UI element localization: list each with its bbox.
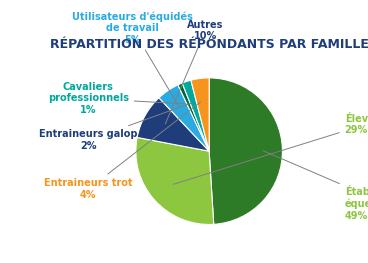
Text: Élevages
29%: Élevages 29% bbox=[173, 112, 368, 184]
Text: Utilisateurs d'équidés
de travail
5%: Utilisateurs d'équidés de travail 5% bbox=[72, 11, 192, 106]
Text: Entraineurs trot
4%: Entraineurs trot 4% bbox=[44, 102, 201, 200]
Text: Autres
10%: Autres 10% bbox=[165, 20, 224, 124]
Text: Cavaliers
professionnels
1%: Cavaliers professionnels 1% bbox=[48, 82, 186, 115]
Wedge shape bbox=[182, 80, 209, 151]
Wedge shape bbox=[209, 78, 282, 224]
Text: Établissements
équestres
49%: Établissements équestres 49% bbox=[263, 151, 368, 221]
Wedge shape bbox=[137, 98, 209, 151]
Wedge shape bbox=[191, 78, 209, 151]
Wedge shape bbox=[136, 138, 214, 225]
Text: Entraineurs galop
2%: Entraineurs galop 2% bbox=[39, 103, 191, 151]
Wedge shape bbox=[178, 83, 209, 151]
Wedge shape bbox=[159, 85, 209, 151]
Title: RÉPARTITION DES RÉPONDANTS PAR FAMILLE: RÉPARTITION DES RÉPONDANTS PAR FAMILLE bbox=[50, 38, 368, 52]
